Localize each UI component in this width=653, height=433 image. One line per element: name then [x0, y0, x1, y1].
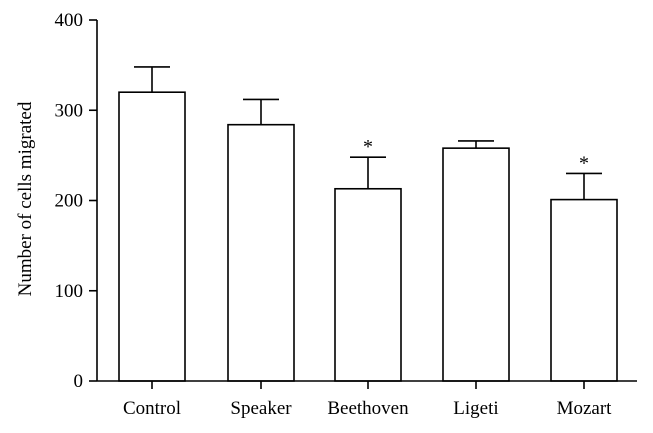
chart-marks: ** [118, 66, 618, 382]
significance-marker: * [363, 136, 373, 158]
x-tick-label: Speaker [230, 398, 292, 419]
significance-marker: * [579, 152, 589, 174]
bar-beethoven [334, 187, 402, 382]
x-tick-label: Beethoven [327, 398, 409, 419]
y-tick-label: 400 [55, 10, 84, 31]
bar-ligeti [442, 147, 510, 382]
bar-speaker [227, 123, 295, 382]
y-tick-label: 100 [55, 281, 84, 302]
y-tick-label: 0 [74, 371, 84, 392]
bar-control [118, 91, 186, 382]
x-tick-label: Control [123, 398, 181, 419]
x-axis-ticks: Control Speaker Beethoven Ligeti Mozart [123, 381, 612, 419]
x-tick-label: Mozart [557, 398, 613, 419]
y-tick-label: 200 [55, 191, 84, 212]
bar-mozart [550, 198, 618, 382]
x-tick-label: Ligeti [453, 398, 498, 419]
y-axis-ticks: 0 100 200 300 400 [55, 10, 97, 392]
y-tick-label: 300 [55, 100, 84, 121]
y-axis-title: Number of cells migrated [15, 101, 36, 296]
